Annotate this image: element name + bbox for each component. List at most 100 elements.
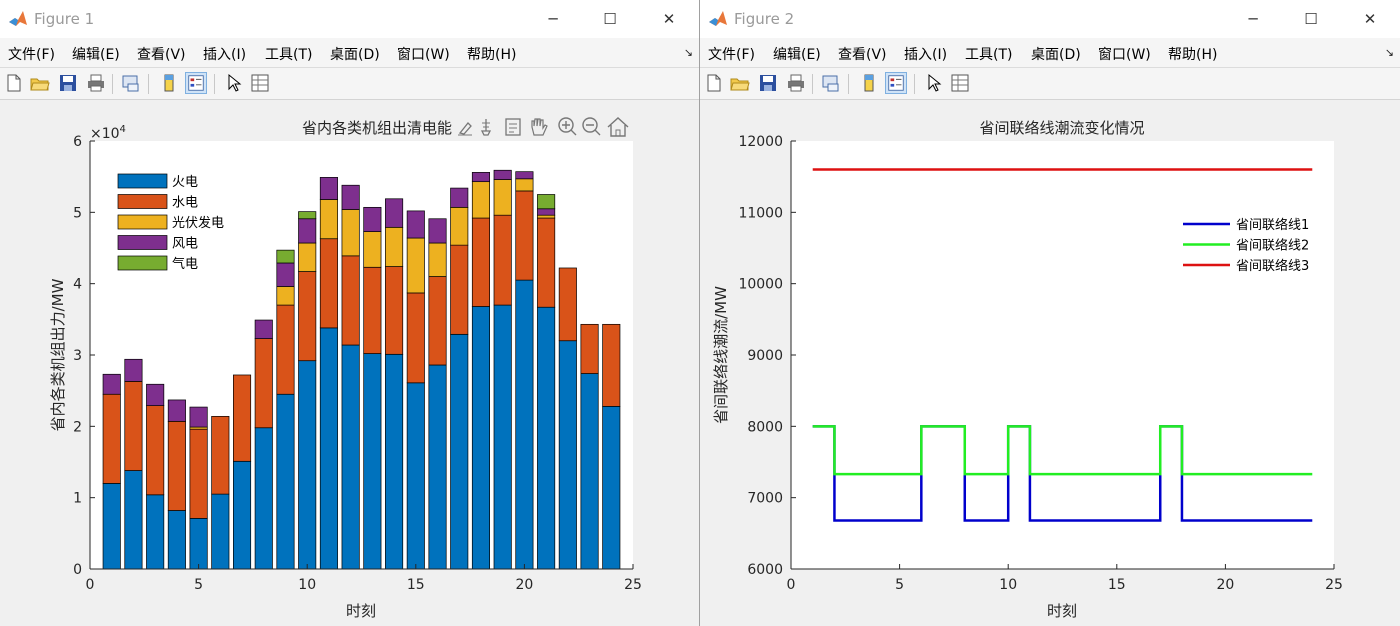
save-icon[interactable] bbox=[57, 72, 79, 94]
bar-segment bbox=[471, 172, 490, 183]
menu-bar: 文件(F) 编辑(E) 查看(V) 插入(I) 工具(T) 桌面(D) 窗口(W… bbox=[0, 38, 699, 68]
new-figure-icon[interactable] bbox=[703, 72, 725, 94]
bar-segment bbox=[406, 292, 425, 384]
menu-help[interactable]: 帮助(H) bbox=[467, 47, 517, 63]
legend-icon[interactable] bbox=[885, 72, 907, 94]
bar-segment bbox=[298, 271, 317, 362]
menu-desktop[interactable]: 桌面(D) bbox=[330, 47, 380, 63]
bar-segment bbox=[341, 344, 360, 570]
colorbar-icon[interactable] bbox=[858, 72, 880, 94]
figure-canvas: 0 5 10 15 20 25 6000 7000 8000 9000 10000 11000 1200… bbox=[700, 101, 1400, 626]
print-icon[interactable] bbox=[85, 72, 107, 94]
property-inspector-icon[interactable] bbox=[949, 72, 971, 94]
minimize-icon[interactable]: ─ bbox=[1248, 10, 1258, 28]
close-icon[interactable]: ✕ bbox=[662, 10, 676, 28]
open-file-icon[interactable] bbox=[29, 72, 51, 94]
open-file-icon[interactable] bbox=[729, 72, 751, 94]
menu-insert[interactable]: 插入(I) bbox=[904, 47, 948, 63]
menu-view[interactable]: 查看(V) bbox=[838, 47, 887, 63]
menu-edit[interactable]: 编辑(E) bbox=[773, 47, 821, 63]
pointer-icon[interactable] bbox=[222, 72, 244, 94]
legend-label: 火电 bbox=[172, 175, 198, 190]
y-tick-label: 11000 bbox=[738, 205, 783, 221]
print-icon[interactable] bbox=[785, 72, 807, 94]
title-bar[interactable]: Figure 2 ─ ☐ ✕ bbox=[700, 0, 1400, 38]
dock-arrow-icon[interactable]: ↘ bbox=[683, 46, 693, 59]
bar-segment bbox=[124, 358, 143, 382]
line-chart: 0 5 10 15 20 25 6000 7000 8000 9000 10000 11000 1200… bbox=[712, 119, 1343, 620]
menu-edit[interactable]: 编辑(E) bbox=[72, 47, 120, 63]
menu-window[interactable]: 窗口(W) bbox=[1098, 47, 1151, 63]
bar-segment bbox=[493, 169, 512, 180]
bar-segment bbox=[363, 266, 382, 354]
menu-window[interactable]: 窗口(W) bbox=[397, 47, 450, 63]
data-tips-icon[interactable] bbox=[480, 119, 492, 136]
legend-icon[interactable] bbox=[185, 72, 207, 94]
figure-toolbar bbox=[0, 68, 699, 100]
legend-label: 省间联络线2 bbox=[1236, 238, 1309, 254]
brush-icon[interactable] bbox=[458, 122, 472, 136]
maximize-icon[interactable]: ☐ bbox=[603, 10, 617, 28]
legend-swatch bbox=[117, 235, 168, 250]
bar-segment bbox=[102, 373, 121, 395]
bar-segment bbox=[254, 427, 273, 570]
chart-title: 省内各类机组出清电能 bbox=[302, 119, 452, 137]
menu-file[interactable]: 文件(F) bbox=[8, 47, 55, 63]
pointer-icon[interactable] bbox=[922, 72, 944, 94]
bar-segment bbox=[450, 333, 469, 570]
bar-segment bbox=[602, 323, 621, 407]
x-tick-label: 10 bbox=[999, 577, 1017, 593]
dock-arrow-icon[interactable]: ↘ bbox=[1384, 46, 1394, 59]
bar-segment bbox=[167, 399, 186, 422]
title-bar[interactable]: Figure 1 ─ ☐ ✕ bbox=[0, 0, 699, 38]
x-tick-label: 5 bbox=[194, 577, 203, 593]
menu-tools[interactable]: 工具(T) bbox=[965, 47, 1013, 63]
menu-help[interactable]: 帮助(H) bbox=[1168, 47, 1218, 63]
link-plot-icon[interactable] bbox=[120, 72, 142, 94]
menu-insert[interactable]: 插入(I) bbox=[203, 47, 247, 63]
bar-segment bbox=[189, 406, 208, 428]
x-tick-label: 5 bbox=[895, 577, 904, 593]
menu-desktop[interactable]: 桌面(D) bbox=[1031, 47, 1081, 63]
bar-segment bbox=[493, 179, 512, 216]
bar-segment bbox=[102, 393, 121, 484]
menu-tools[interactable]: 工具(T) bbox=[265, 47, 313, 63]
x-axis-label: 时刻 bbox=[1047, 602, 1077, 620]
menu-file[interactable]: 文件(F) bbox=[708, 47, 755, 63]
pan-icon[interactable] bbox=[531, 118, 548, 136]
colorbar-icon[interactable] bbox=[158, 72, 180, 94]
bar-segment bbox=[515, 171, 534, 180]
save-icon[interactable] bbox=[757, 72, 779, 94]
bar-segment bbox=[124, 470, 143, 570]
legend-label: 风电 bbox=[172, 237, 198, 252]
zoom-out-icon[interactable] bbox=[582, 117, 601, 136]
bar-segment bbox=[493, 214, 512, 306]
axes-toolbar bbox=[458, 117, 629, 137]
legend-swatch bbox=[117, 255, 168, 271]
x-tick-label: 10 bbox=[298, 577, 316, 593]
menu-view[interactable]: 查看(V) bbox=[137, 47, 186, 63]
legend[interactable]: 省间联络线1 省间联络线2 省间联络线3 bbox=[1183, 217, 1309, 274]
export-icon[interactable] bbox=[505, 118, 521, 136]
zoom-in-icon[interactable] bbox=[558, 117, 577, 136]
close-icon[interactable]: ✕ bbox=[1363, 10, 1377, 28]
maximize-icon[interactable]: ☐ bbox=[1304, 10, 1318, 28]
y-tick-label: 12000 bbox=[738, 134, 783, 150]
home-icon[interactable] bbox=[607, 117, 629, 137]
bar-segment bbox=[276, 262, 295, 287]
bar-segment bbox=[406, 382, 425, 570]
bar-segment bbox=[233, 374, 252, 462]
bar-segment bbox=[124, 381, 143, 471]
legend-swatch bbox=[117, 173, 168, 189]
bar-segment bbox=[211, 493, 230, 570]
bar-segment bbox=[450, 244, 469, 335]
bar-segment bbox=[558, 340, 577, 570]
property-inspector-icon[interactable] bbox=[249, 72, 271, 94]
y-tick-label: 6 bbox=[73, 134, 82, 150]
bar-segment bbox=[298, 218, 317, 244]
new-figure-icon[interactable] bbox=[3, 72, 25, 94]
minimize-icon[interactable]: ─ bbox=[548, 10, 558, 28]
bar-segment bbox=[537, 194, 556, 210]
link-plot-icon[interactable] bbox=[820, 72, 842, 94]
